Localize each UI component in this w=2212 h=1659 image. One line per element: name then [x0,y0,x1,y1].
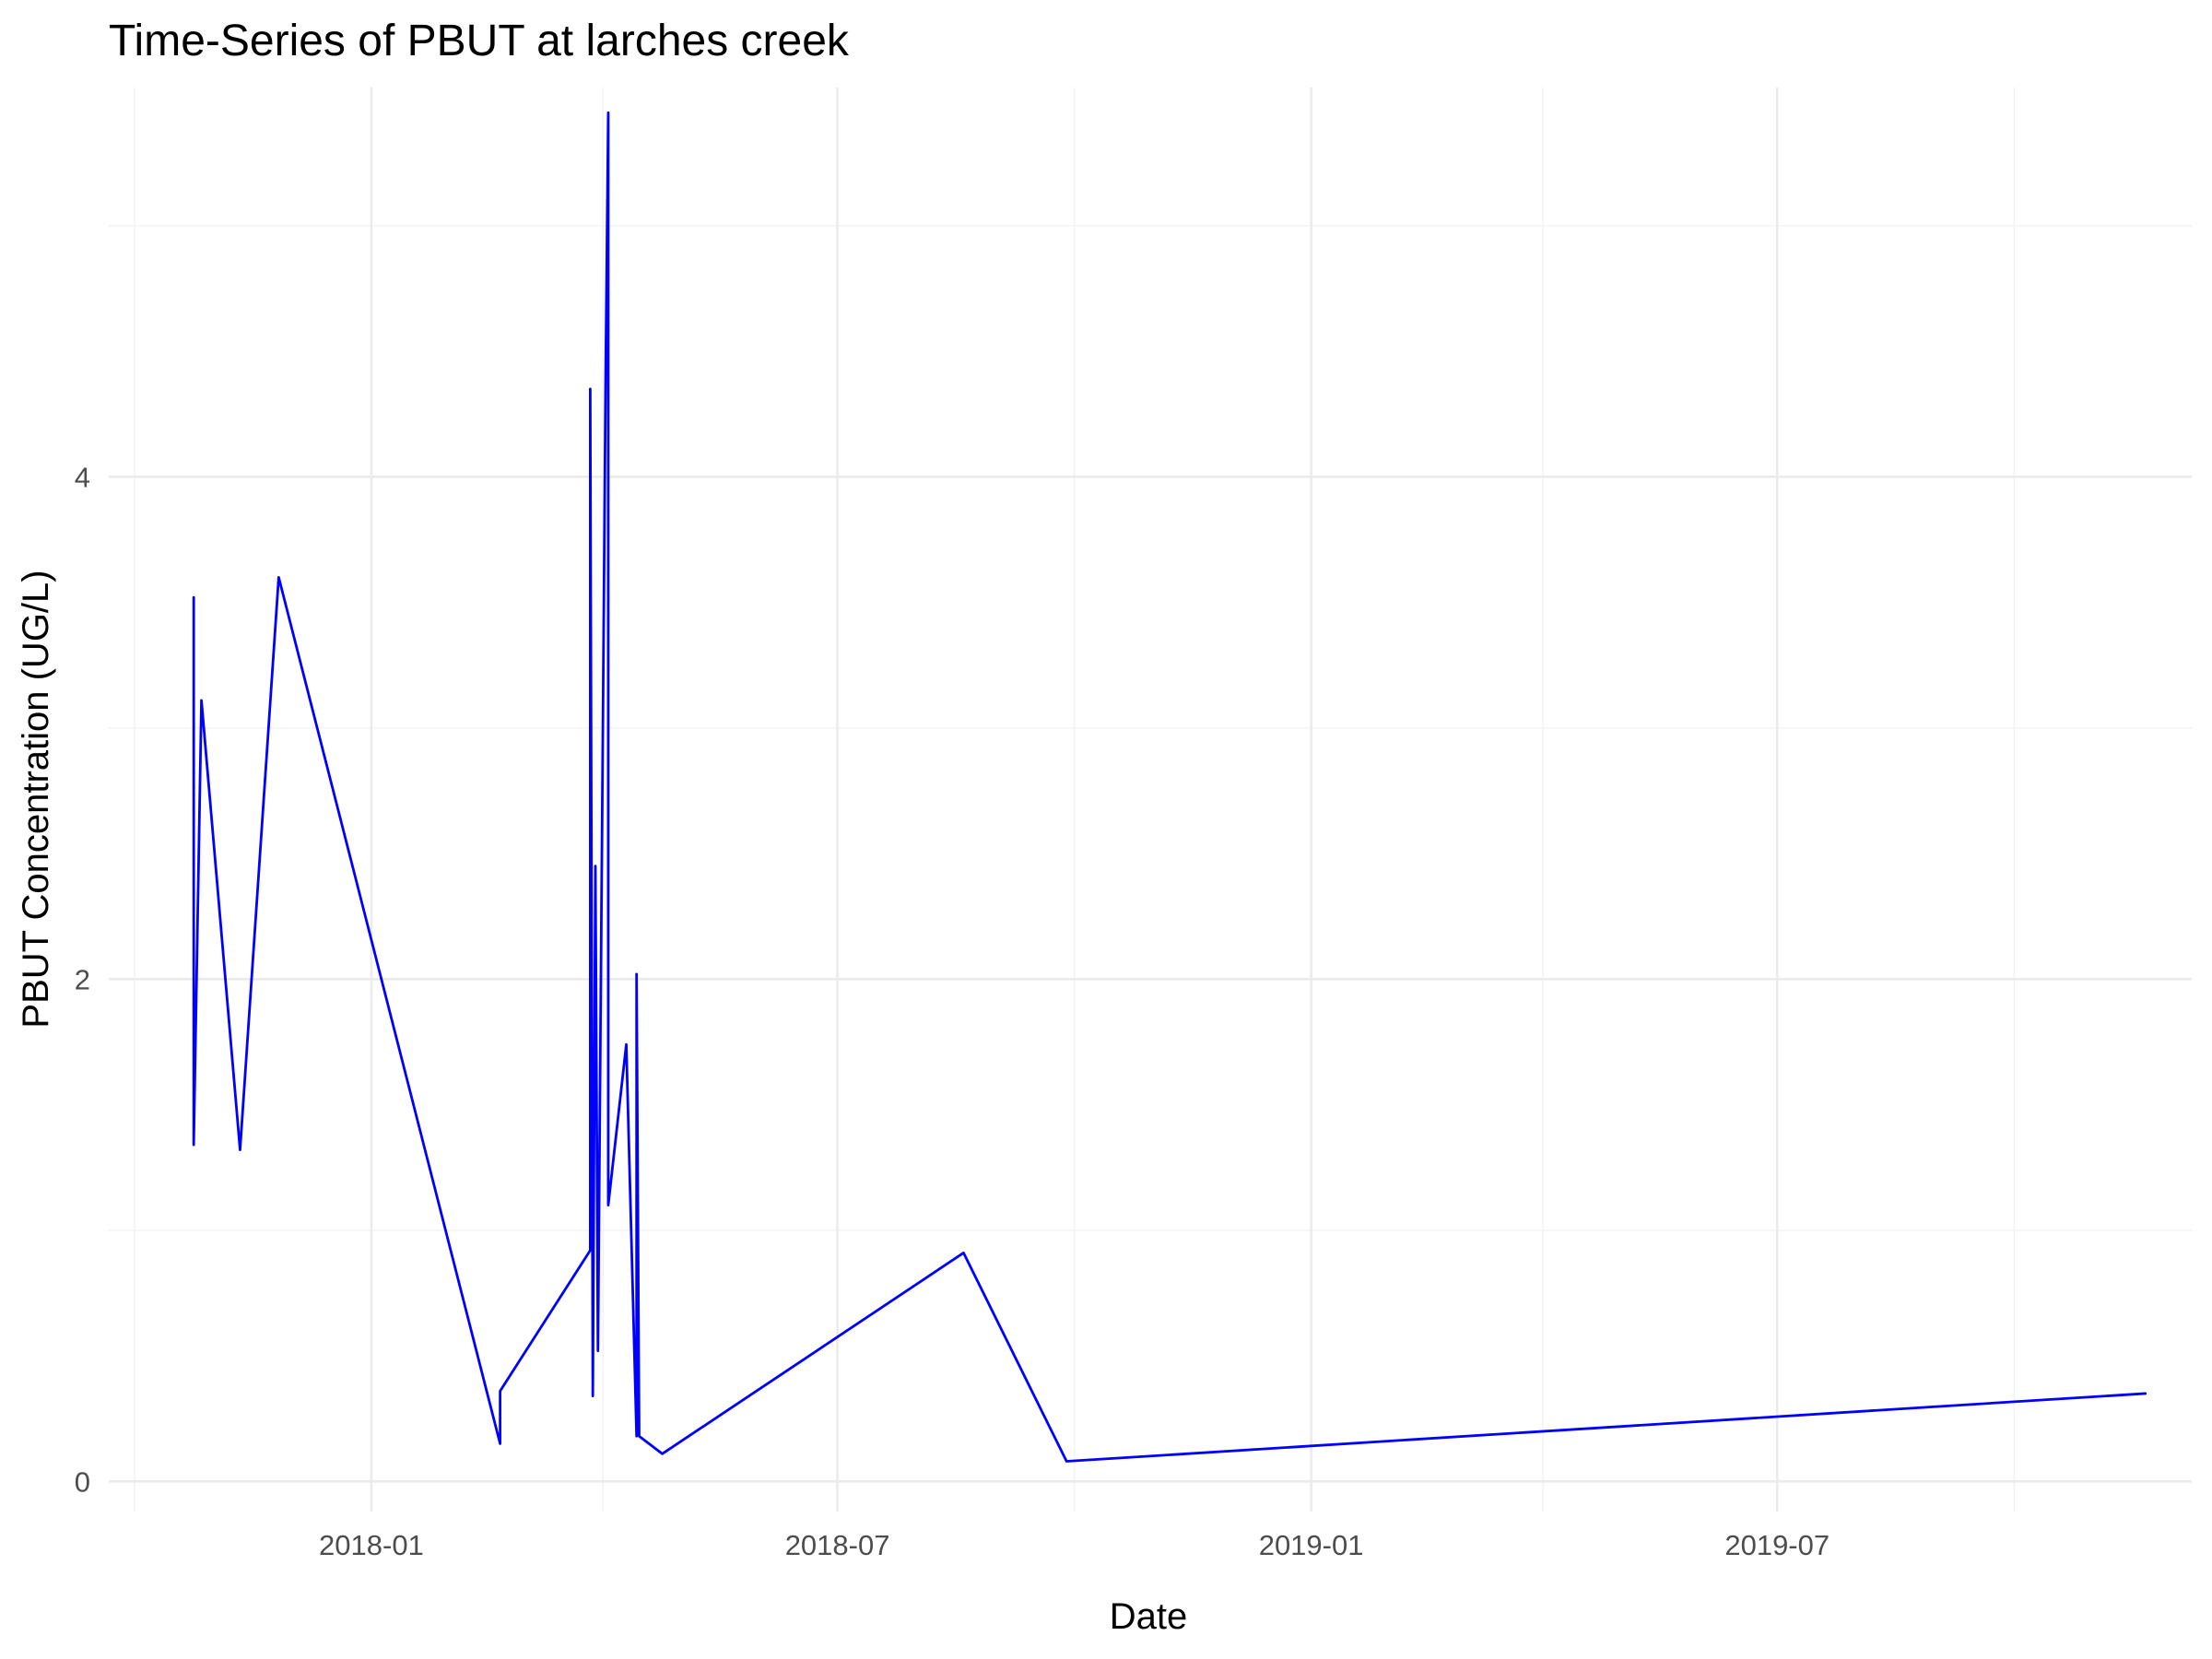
y-axis-title: PBUT Concentration (UG/L) [16,570,56,1028]
x-tick-label: 2019-01 [1259,1529,1364,1561]
series-line [192,111,2147,1463]
x-axis-title: Date [1110,1596,1188,1637]
y-tick-label: 2 [75,963,90,995]
series-layer [192,111,2147,1463]
y-tick-label: 4 [75,461,90,493]
tick-labels: 0 2 4 2018-01 2018-07 2019-01 2019-07 [75,461,1830,1561]
y-tick-label: 0 [75,1465,90,1498]
x-tick-label: 2019-07 [1724,1529,1830,1561]
x-tick-label: 2018-01 [319,1529,424,1561]
x-tick-label: 2018-07 [785,1529,890,1561]
grid-lines [109,88,2192,1512]
chart-title: Time-Series of PBUT at larches creek [109,17,850,65]
